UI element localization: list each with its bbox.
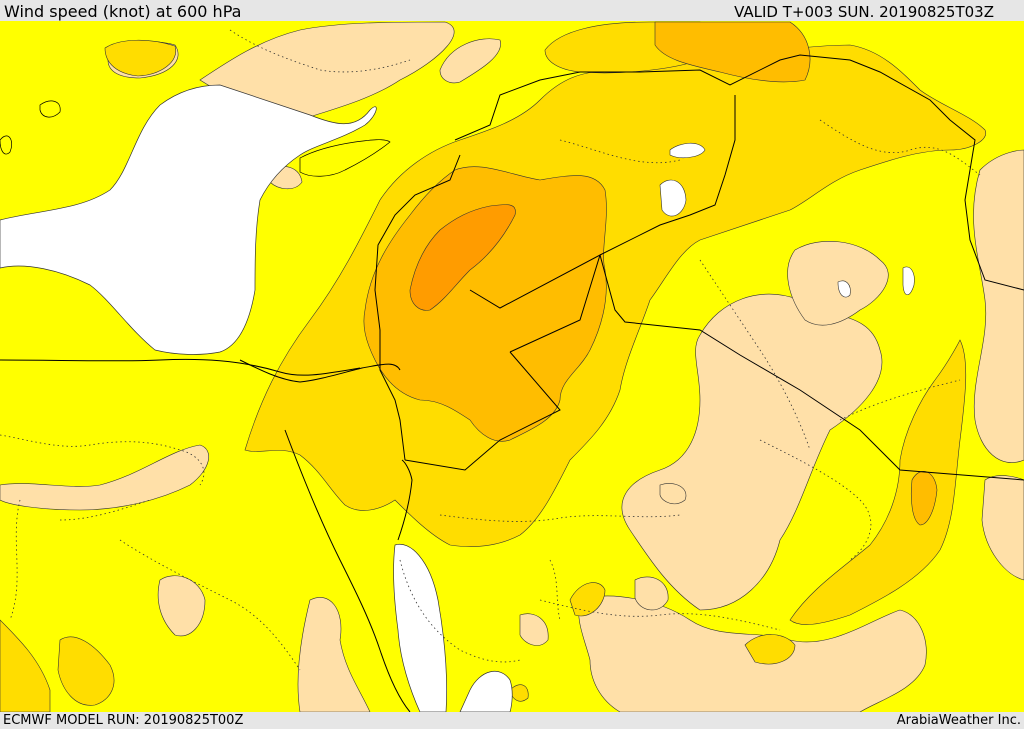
low-wind-south-4 [634, 576, 669, 611]
rhodes [39, 100, 61, 118]
border-iraq-iran-2 [964, 169, 1024, 291]
coast-red-sea-west [284, 429, 411, 712]
border-syria-turkey [454, 54, 976, 171]
coast-red-sea-east [397, 459, 413, 541]
lake-2 [659, 179, 687, 217]
border-jordan-saudi-2 [404, 351, 561, 471]
strong-wind-north [654, 21, 811, 83]
low-wind-red-sea-area [297, 597, 371, 712]
mediterranean-sea [0, 84, 377, 355]
admin-line-2 [59, 499, 151, 521]
strong-wind-levant [363, 166, 607, 442]
admin-line-14 [9, 499, 21, 621]
admin-line-3 [439, 514, 681, 522]
admin-line-6 [539, 599, 781, 631]
political-borders [0, 54, 1024, 712]
admin-line-10 [559, 139, 681, 164]
low-wind-south-3 [519, 613, 549, 646]
fresh-wind-sw-1 [57, 636, 115, 706]
border-israel-egypt [374, 154, 461, 461]
fresh-wind-main-band [244, 44, 987, 547]
admin-line-1 [0, 434, 205, 486]
low-wind-sinai-bit [659, 483, 687, 505]
fresh-wind-turkey-west [104, 39, 177, 77]
fresh-wind-red-sea-right [509, 684, 529, 702]
low-wind-south-1 [157, 575, 206, 637]
crete [0, 135, 13, 155]
fresh-wind-south-2 [744, 634, 796, 665]
map-title: Wind speed (knot) at 600 hPa [4, 2, 242, 21]
fresh-wind-saudi-jet [789, 339, 967, 625]
wind-speed-map [0, 21, 1024, 712]
model-run-label: ECMWF MODEL RUN: 20190825T00Z [3, 713, 244, 728]
very-strong-wind-areas [409, 204, 516, 311]
admin-boundaries [0, 29, 981, 671]
islands [0, 100, 391, 177]
fresh-wind-south-1 [569, 582, 606, 617]
footer-bar [0, 712, 1024, 729]
low-wind-east [973, 149, 1024, 463]
lake-3 [837, 280, 851, 298]
low-wind-egypt-band [0, 444, 209, 511]
admin-line-12 [549, 559, 561, 621]
gulf-of-aden-corner [459, 670, 513, 712]
header-bar [0, 0, 1024, 21]
lake-4 [902, 266, 915, 296]
admin-line-11 [229, 29, 411, 73]
admin-line-13 [839, 379, 961, 421]
border-iraq-iran [599, 95, 736, 256]
strong-wind-areas [363, 21, 938, 526]
valid-time: VALID T+003 SUN. 20190825T03Z [734, 3, 994, 21]
fresh-wind-areas [0, 21, 987, 712]
coast-egypt [239, 359, 401, 383]
inland-lakes [659, 142, 915, 298]
cyprus [299, 139, 391, 177]
border-egypt-sudan [0, 358, 361, 376]
border-syria-iraq [599, 254, 1024, 481]
very-strong-wind-lebanon [409, 204, 516, 311]
admin-line-5 [759, 439, 872, 561]
credit-label: ArabiaWeather Inc. [896, 713, 1021, 728]
fresh-wind-sw-2 [0, 619, 51, 712]
admin-line-4 [699, 259, 811, 451]
low-wind-north-coast [439, 38, 501, 84]
red-sea [393, 543, 447, 712]
sea-areas [0, 84, 513, 712]
lake-1 [669, 142, 706, 159]
